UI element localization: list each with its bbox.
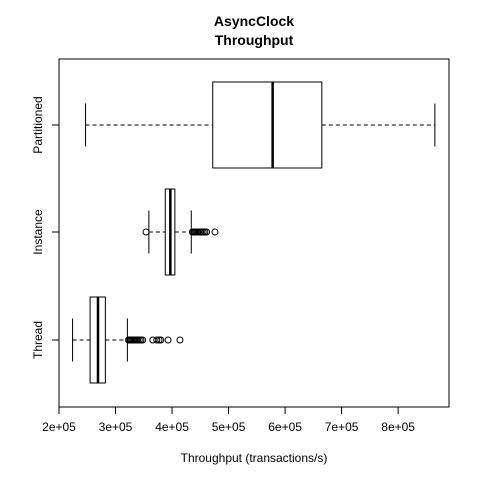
box-group-thread [72,296,184,384]
x-tick-label: 6e+05 [268,420,302,434]
outlier-point [139,336,147,344]
x-tick-label: 8e+05 [381,420,415,434]
chart-title-line-2: Throughput [215,32,294,48]
y-tick-label-instance: Instance [31,209,45,255]
outlier-point [211,228,219,236]
y-tick-label-thread: Thread [31,321,45,359]
x-tick-label: 7e+05 [325,420,359,434]
x-axis-label: Throughput (transactions/s) [181,451,328,465]
outlier-point [203,228,211,236]
chart-title-line-1: AsyncClock [214,13,294,29]
outlier-point [157,336,165,344]
box-group-instance [142,188,219,276]
y-tick-label-partitioned: Partitioned [31,96,45,153]
outlier-point [142,228,150,236]
box-iqr [212,81,323,169]
x-tick-label: 4e+05 [155,420,189,434]
outlier-point [176,336,184,344]
outlier-point [164,336,172,344]
boxes-layer [72,81,436,384]
x-axis: 2e+05 3e+05 4e+05 5e+05 6e+05 7e+05 8e+05 [42,406,415,434]
x-tick-label: 2e+05 [42,420,76,434]
box-group-partitioned [85,81,436,169]
y-axis: Thread Instance Partitioned [31,96,59,359]
outlier-point [153,336,161,344]
x-tick-label: 3e+05 [99,420,133,434]
x-tick-label: 5e+05 [212,420,246,434]
